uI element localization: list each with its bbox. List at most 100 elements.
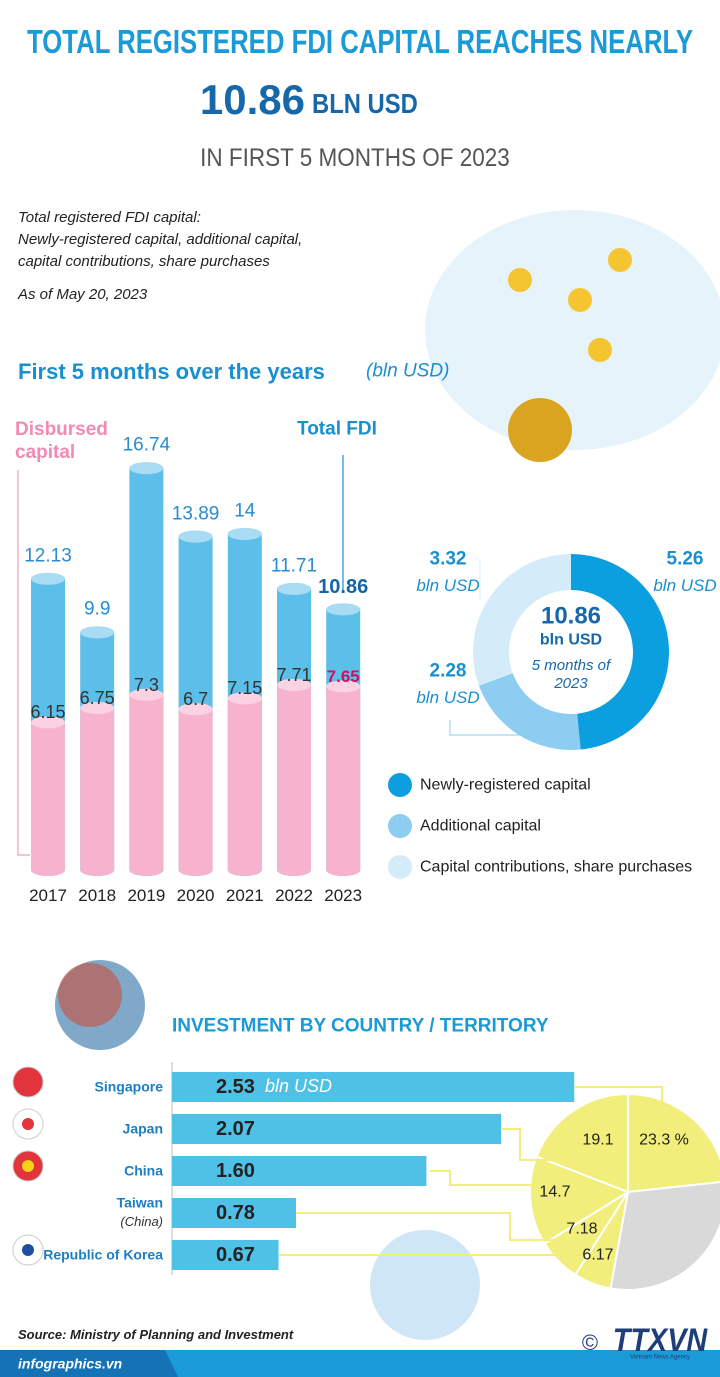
- slice: [473, 554, 571, 686]
- bar-cap: [31, 716, 65, 729]
- value-label: 7.15: [227, 678, 263, 699]
- bar-cap: [326, 603, 361, 616]
- bar: [227, 692, 262, 876]
- value-label: 7.3: [133, 675, 159, 695]
- leader: [502, 1128, 570, 1161]
- logo-sub: Vietnam News Agency: [630, 1354, 690, 1361]
- slice: [478, 673, 581, 750]
- category-label: Singapore: [94, 1078, 163, 1095]
- legend-swatch: [388, 855, 412, 879]
- illustration-coin: [588, 338, 612, 362]
- value-label: 16.74: [122, 434, 171, 456]
- illustration-flags: [58, 963, 122, 1027]
- illustration-person: [370, 1230, 480, 1340]
- bar: [326, 680, 361, 876]
- leader: [430, 1170, 540, 1186]
- leader: [279, 1239, 571, 1256]
- bar-cap: [178, 703, 213, 716]
- headline-unit: BLN USD: [312, 88, 418, 120]
- legend-label: Total FDI: [297, 418, 377, 440]
- illustration-bg: [425, 210, 720, 450]
- legend-swatch: [388, 814, 412, 838]
- value-label: 12.13: [24, 545, 72, 567]
- legend-swatch: [388, 773, 412, 797]
- chart-title: INVESTMENT BY COUNTRY / TERRITORY: [172, 1015, 549, 1037]
- value-label: 0.78: [216, 1202, 255, 1224]
- legend-label: Additional capital: [420, 817, 541, 835]
- chart-unit: (bln USD): [366, 360, 450, 382]
- category-label: Taiwan: [116, 1194, 163, 1211]
- illustration-globe: [508, 398, 572, 462]
- bar-cap: [129, 688, 164, 701]
- x-tick-label: 2019: [127, 885, 166, 905]
- value-label: 9.9: [83, 598, 111, 620]
- source: Source: Ministry of Planning and Investm…: [18, 1327, 294, 1343]
- value-label: 11.71: [270, 555, 318, 577]
- value-label: 19.1: [582, 1131, 614, 1149]
- bar: [178, 703, 213, 876]
- flag-emblem: [22, 1118, 34, 1130]
- value-label: 6.75: [79, 688, 115, 709]
- value-label: 0.67: [216, 1244, 255, 1266]
- bar: [129, 688, 164, 876]
- bar-cap: [129, 462, 164, 475]
- value-label: 6.17: [582, 1246, 614, 1264]
- bar: [172, 1198, 297, 1228]
- legend-label: Capital contributions, share purchases: [420, 858, 693, 876]
- leader: [575, 1086, 663, 1110]
- value-label: 2.53: [216, 1076, 255, 1098]
- category-label: Republic of Korea: [43, 1246, 163, 1263]
- bar-cap: [80, 626, 115, 639]
- bar-cap: [80, 702, 115, 714]
- note-line: capital contributions, share purchases: [18, 253, 270, 270]
- value-label: 14: [234, 500, 256, 522]
- headline-value: 10.86: [199, 75, 305, 123]
- category-note: (China): [120, 1214, 163, 1230]
- leader: [296, 1212, 590, 1241]
- footer-tab: [0, 1350, 178, 1377]
- legend-leader: [17, 470, 30, 856]
- bar-cap: [31, 572, 65, 585]
- x-tick-label: 2018: [78, 885, 117, 905]
- category-label: Japan: [122, 1120, 163, 1137]
- illustration-coin: [608, 248, 632, 272]
- illustration-coin: [568, 288, 592, 312]
- value-label: 10.86: [318, 576, 369, 599]
- bar-cap: [178, 530, 213, 543]
- legend-label: Disbursed capital: [15, 419, 108, 463]
- x-tick-label: 2017: [29, 885, 67, 905]
- note-date: As of May 20, 2023: [18, 286, 148, 303]
- logo: TTXVN: [612, 1321, 708, 1358]
- value-label: 7.18: [566, 1220, 598, 1238]
- site: infographics.vn: [18, 1355, 123, 1372]
- note-line: Newly-registered capital, additional cap…: [18, 231, 303, 248]
- value-label: 2.07: [216, 1118, 255, 1140]
- value-label: 14.7: [539, 1183, 571, 1201]
- flag-emblem: [22, 1076, 34, 1088]
- value-unit: bln USD: [653, 575, 717, 595]
- leader: [449, 720, 540, 736]
- x-tick-label: 2021: [225, 885, 264, 905]
- slice: [535, 1092, 629, 1194]
- copyright: ©: [581, 1329, 599, 1355]
- chart-title: First 5 months over the years: [18, 358, 325, 384]
- bar: [172, 1156, 427, 1186]
- slice: [627, 1092, 720, 1194]
- value-label: 6.15: [30, 702, 66, 723]
- x-tick-label: 2022: [275, 885, 313, 905]
- value-label: 7.71: [276, 665, 312, 686]
- x-tick-label: 2023: [324, 885, 363, 905]
- bar-cap: [227, 528, 262, 540]
- value-label: 13.89: [171, 503, 220, 525]
- flag-emblem: [22, 1160, 34, 1172]
- bar-cap: [277, 678, 311, 691]
- bar: [277, 678, 311, 876]
- value-unit: bln USD: [265, 1076, 333, 1097]
- bar: [172, 1072, 575, 1102]
- slice: [571, 554, 670, 750]
- value-label: 3.32: [429, 548, 467, 570]
- bar-cap: [227, 692, 262, 705]
- slice: [609, 1181, 720, 1291]
- bar-cap: [277, 582, 311, 595]
